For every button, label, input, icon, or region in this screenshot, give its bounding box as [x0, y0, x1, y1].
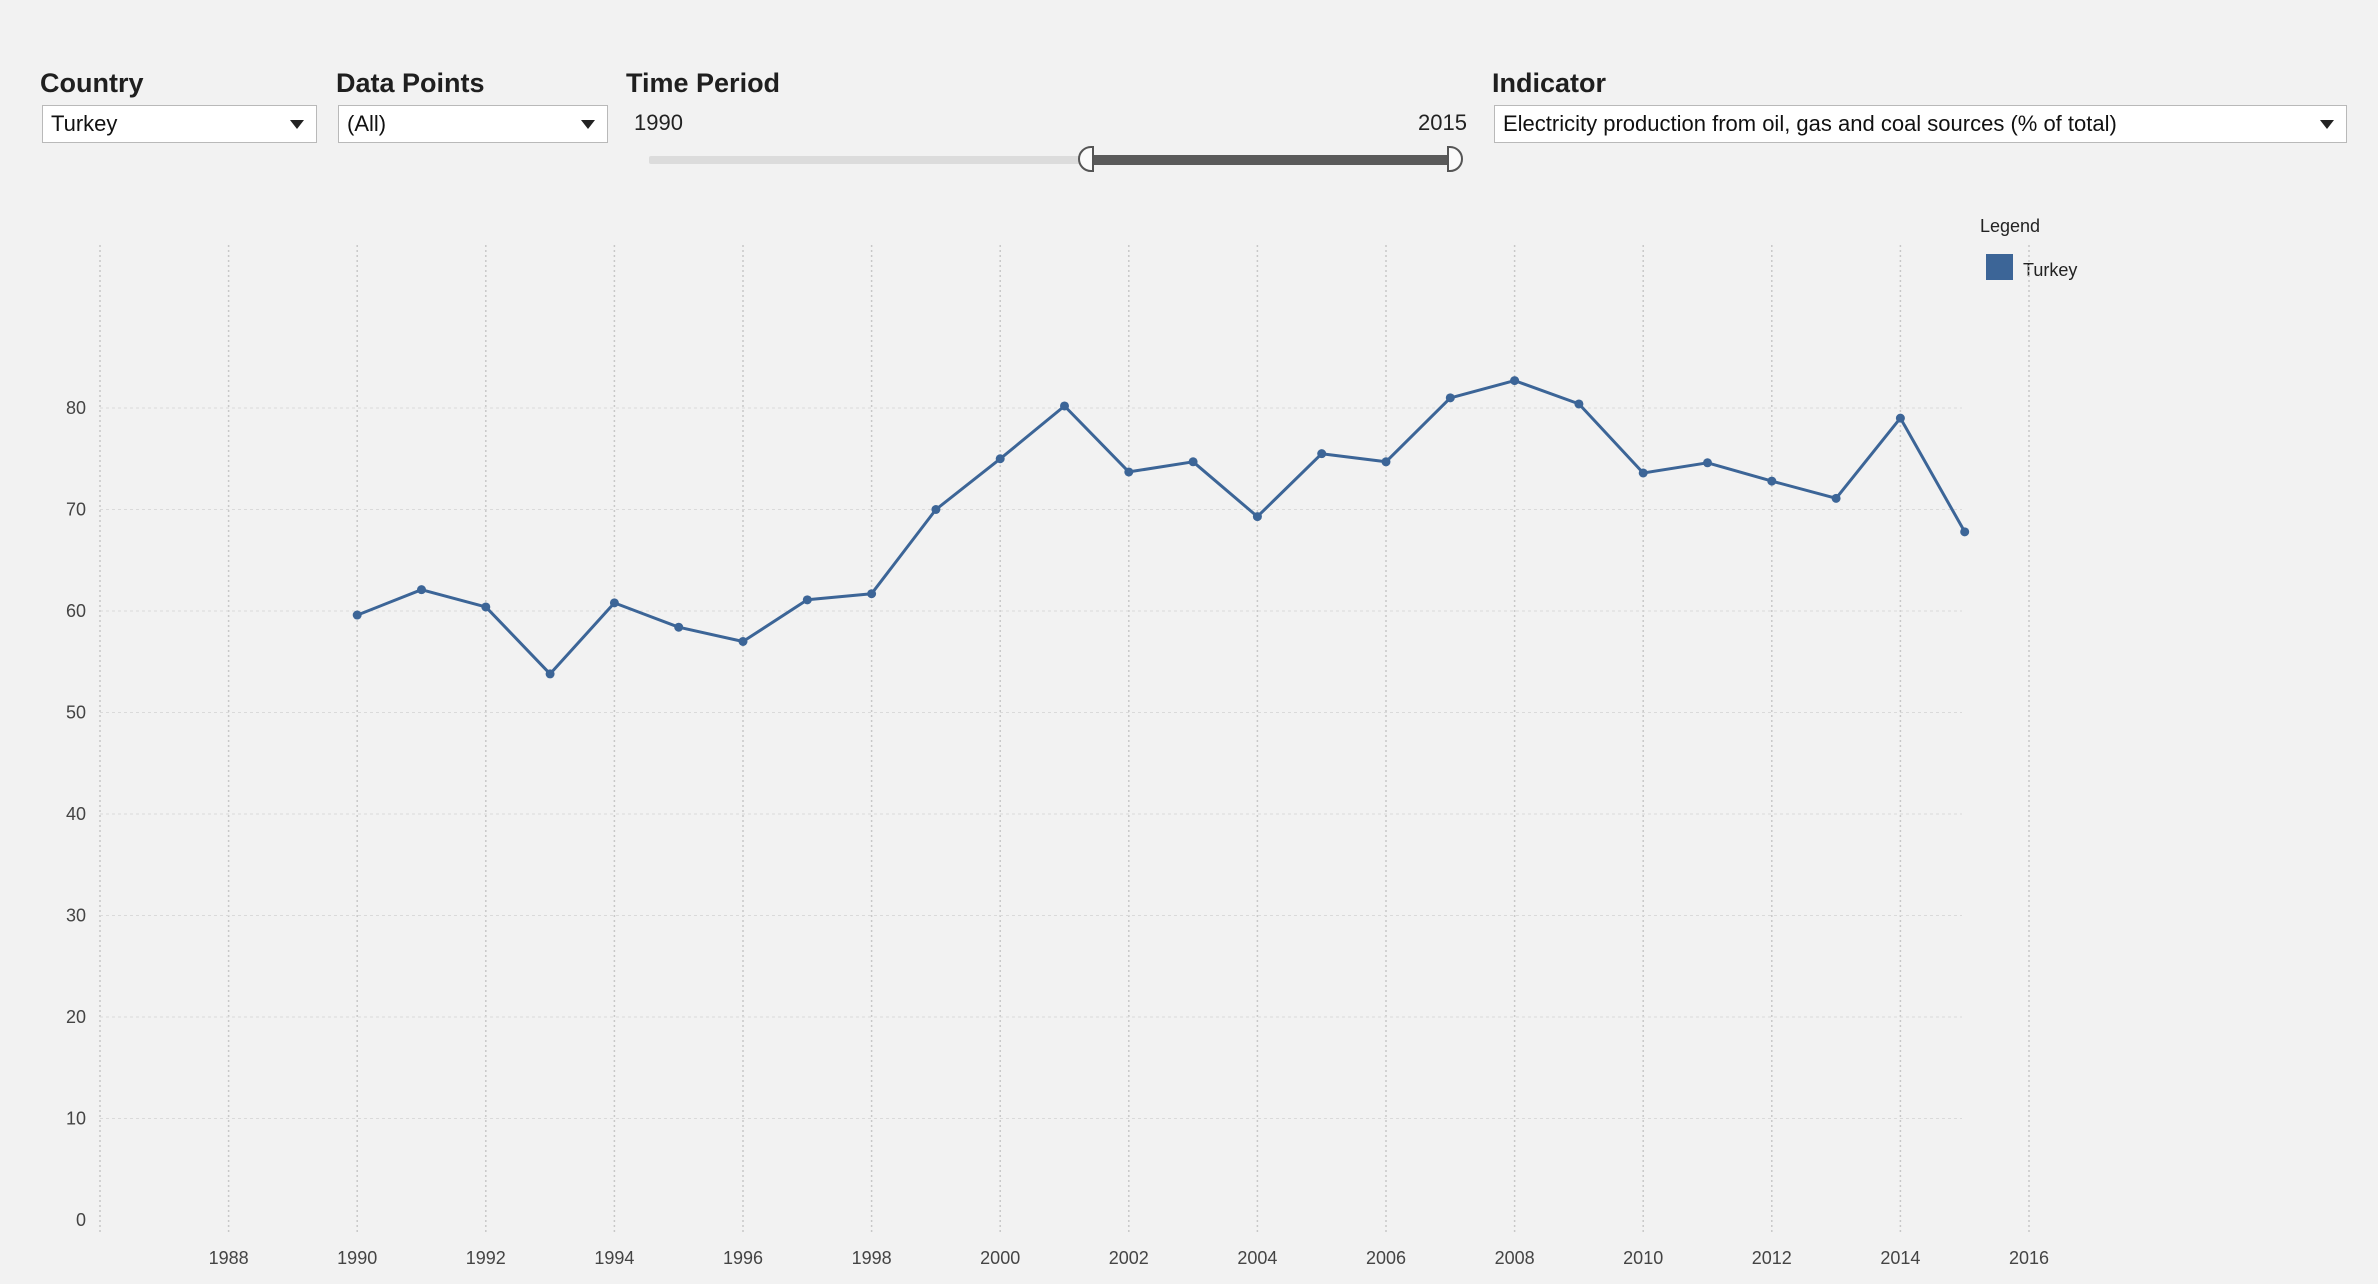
x-tick-label: 2006 — [1366, 1248, 1406, 1268]
time-period-end-handle[interactable] — [1447, 146, 1463, 172]
x-tick-label: 2008 — [1495, 1248, 1535, 1268]
data-point — [995, 454, 1005, 464]
time-period-slider-range — [1087, 155, 1453, 165]
y-tick-label: 0 — [76, 1210, 86, 1230]
data-points-filter-label: Data Points — [336, 68, 485, 98]
data-point — [1638, 468, 1648, 478]
x-tick-label: 1988 — [209, 1248, 249, 1268]
indicator-filter-label: Indicator — [1492, 68, 1607, 98]
chevron-down-icon — [290, 120, 304, 129]
data-point — [1703, 458, 1712, 468]
data-point — [1767, 476, 1777, 486]
data-point — [1252, 512, 1262, 522]
legend-title: Legend — [1980, 216, 2041, 236]
x-tick-label: 2016 — [2009, 1248, 2049, 1268]
chart-series — [352, 376, 1970, 679]
data-point — [802, 595, 812, 605]
time-period-end-value: 2015 — [1418, 110, 1467, 135]
series-line-turkey — [356, 379, 1967, 676]
data-point — [1317, 449, 1327, 459]
y-tick-label: 20 — [66, 1007, 86, 1027]
data-points-dropdown[interactable]: (All) — [338, 105, 608, 143]
indicator-dropdown[interactable]: Electricity production from oil, gas and… — [1494, 105, 2347, 143]
country-dropdown[interactable]: Turkey — [42, 105, 317, 143]
data-point — [1574, 399, 1584, 409]
y-tick-label: 60 — [66, 601, 86, 621]
y-tick-label: 30 — [66, 906, 86, 926]
chart-axes: 1988 1990 1992 1994 1996 1998 2000 2002 2004 2006… — [66, 398, 2049, 1268]
x-tick-label: 2014 — [1880, 1248, 1920, 1268]
legend-swatch-turkey[interactable] — [1986, 254, 2013, 280]
data-point — [1060, 401, 1069, 411]
country-filter-label: Country — [40, 68, 144, 98]
x-tick-label: 2000 — [980, 1248, 1020, 1268]
x-tick-label: 1994 — [594, 1248, 634, 1268]
chart-grid — [99, 245, 2030, 1235]
y-tick-label: 80 — [66, 398, 86, 418]
x-tick-label: 1996 — [723, 1248, 763, 1268]
y-tick-label: 40 — [66, 804, 86, 824]
y-tick-label: 50 — [66, 703, 86, 723]
data-point — [417, 585, 426, 595]
x-tick-label: 1990 — [337, 1248, 377, 1268]
data-point — [1960, 527, 1970, 537]
time-period-start-handle[interactable] — [1077, 146, 1094, 172]
y-tick-label: 70 — [66, 500, 86, 520]
data-point — [609, 598, 619, 608]
data-point — [1124, 467, 1134, 477]
data-point — [931, 505, 941, 514]
legend-label-turkey[interactable]: Turkey — [2023, 260, 2078, 280]
data-point — [352, 610, 362, 620]
data-point — [1510, 376, 1520, 386]
x-tick-label: 1992 — [466, 1248, 506, 1268]
time-period-filter-label: Time Period — [626, 68, 781, 98]
data-point — [674, 622, 684, 632]
data-point — [481, 602, 491, 612]
data-points-dropdown-value: (All) — [347, 111, 387, 136]
indicator-dropdown-value: Electricity production from oil, gas and… — [1503, 111, 2117, 136]
chevron-down-icon — [581, 120, 595, 129]
chevron-down-icon — [2320, 120, 2334, 129]
y-tick-label: 10 — [66, 1109, 86, 1129]
data-point — [1381, 457, 1391, 467]
country-dropdown-value: Turkey — [51, 111, 118, 136]
data-point — [738, 636, 748, 646]
x-tick-label: 2010 — [1623, 1248, 1663, 1268]
data-point — [867, 589, 877, 599]
data-point — [1895, 413, 1905, 423]
x-tick-label: 1998 — [852, 1248, 892, 1268]
time-period-slider-track[interactable] — [649, 156, 1453, 164]
time-period-start-value: 1990 — [634, 110, 683, 135]
x-tick-label: 2004 — [1237, 1248, 1277, 1268]
data-point — [1188, 457, 1198, 467]
x-tick-label: 2012 — [1752, 1248, 1792, 1268]
x-tick-label: 2002 — [1109, 1248, 1149, 1268]
data-point — [545, 669, 555, 679]
data-point — [1445, 393, 1455, 403]
data-point — [1831, 493, 1841, 503]
